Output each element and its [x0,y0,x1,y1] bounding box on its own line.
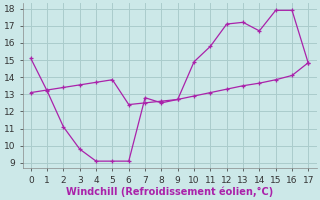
X-axis label: Windchill (Refroidissement éolien,°C): Windchill (Refroidissement éolien,°C) [66,186,273,197]
